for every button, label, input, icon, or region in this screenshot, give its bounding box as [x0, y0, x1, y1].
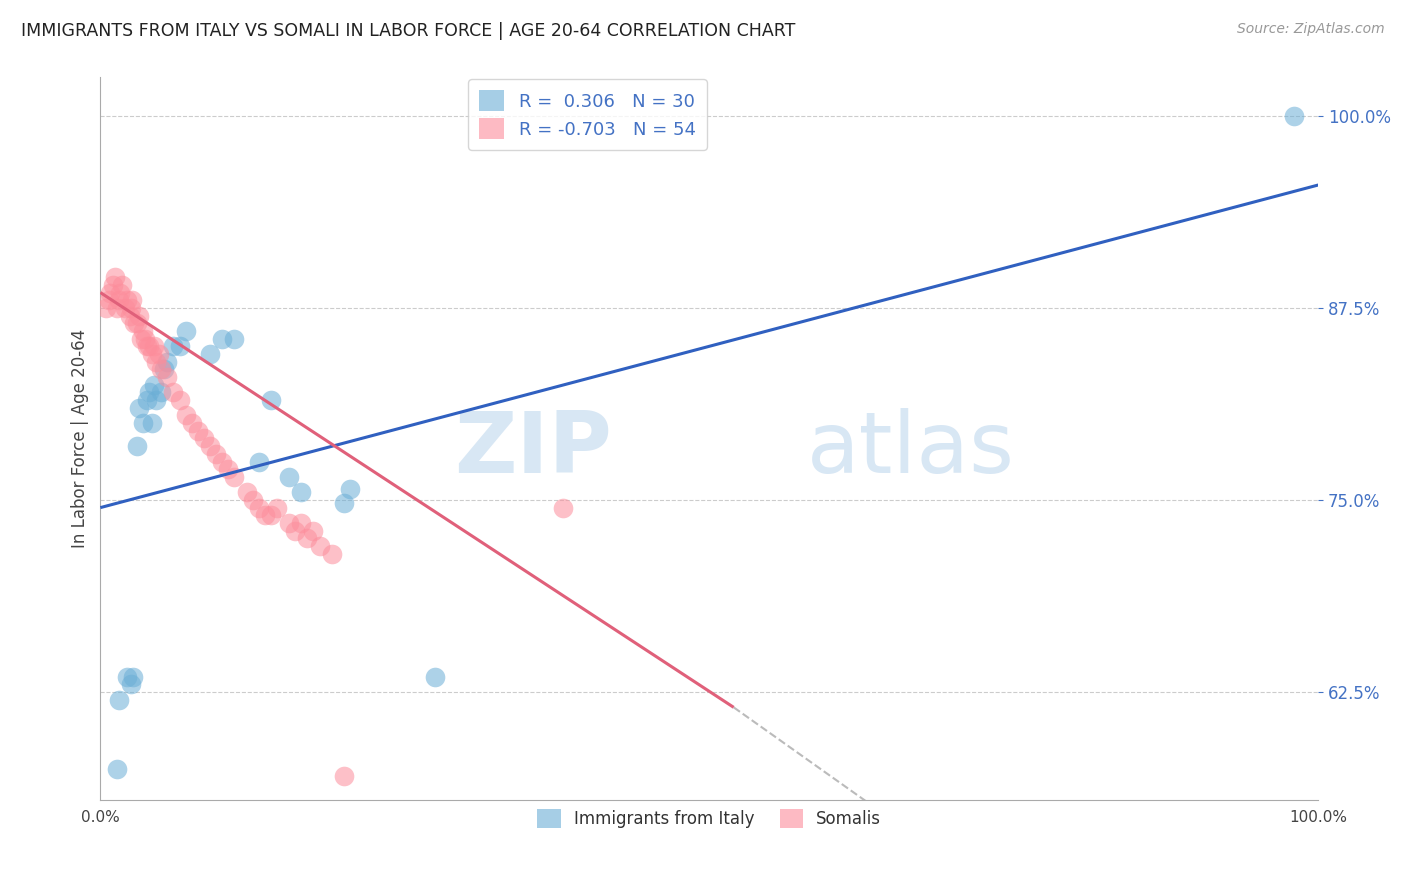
Point	[118, 309, 141, 323]
Point	[187, 424, 209, 438]
Point	[141, 416, 163, 430]
Point	[125, 439, 148, 453]
Point	[297, 532, 319, 546]
Point	[278, 516, 301, 530]
Point	[425, 670, 447, 684]
Point	[553, 500, 575, 515]
Legend: Immigrants from Italy, Somalis: Immigrants from Italy, Somalis	[530, 802, 889, 835]
Point	[260, 393, 283, 408]
Point	[148, 347, 170, 361]
Point	[115, 293, 138, 308]
Point	[321, 547, 343, 561]
Point	[162, 339, 184, 353]
Point	[122, 670, 145, 684]
Point	[162, 385, 184, 400]
Point	[129, 332, 152, 346]
Point	[132, 416, 155, 430]
Point	[156, 354, 179, 368]
Point	[211, 454, 233, 468]
Point	[152, 362, 174, 376]
Point	[135, 393, 157, 408]
Point	[290, 485, 312, 500]
Point	[266, 500, 288, 515]
Text: Source: ZipAtlas.com: Source: ZipAtlas.com	[1237, 22, 1385, 37]
Point	[120, 301, 142, 315]
Point	[180, 416, 202, 430]
Point	[150, 362, 173, 376]
Point	[141, 347, 163, 361]
Point	[104, 270, 127, 285]
Point	[145, 393, 167, 408]
Point	[128, 309, 150, 323]
Y-axis label: In Labor Force | Age 20-64: In Labor Force | Age 20-64	[72, 329, 89, 548]
Text: IMMIGRANTS FROM ITALY VS SOMALI IN LABOR FORCE | AGE 20-64 CORRELATION CHART: IMMIGRANTS FROM ITALY VS SOMALI IN LABOR…	[21, 22, 796, 40]
Point	[107, 762, 129, 776]
Point	[247, 500, 270, 515]
Text: ZIP: ZIP	[454, 408, 612, 491]
Point	[169, 339, 191, 353]
Point	[135, 339, 157, 353]
Point	[138, 339, 160, 353]
Text: atlas: atlas	[807, 408, 1015, 491]
Point	[308, 539, 330, 553]
Point	[121, 293, 143, 308]
Point	[169, 393, 191, 408]
Point	[260, 508, 283, 523]
Point	[278, 470, 301, 484]
Point	[115, 670, 138, 684]
Point	[247, 454, 270, 468]
Point	[128, 401, 150, 415]
Point	[290, 516, 312, 530]
Point	[145, 354, 167, 368]
Point	[142, 377, 165, 392]
Point	[120, 677, 142, 691]
Point	[302, 524, 325, 538]
Point	[98, 285, 121, 300]
Point	[193, 432, 215, 446]
Point	[96, 301, 118, 315]
Point	[97, 293, 120, 308]
Point	[198, 347, 221, 361]
Point	[114, 301, 136, 315]
Point	[111, 277, 134, 292]
Point	[132, 324, 155, 338]
Point	[333, 769, 356, 783]
Point	[124, 316, 146, 330]
Point	[107, 692, 129, 706]
Point	[198, 439, 221, 453]
Point	[138, 385, 160, 400]
Point	[224, 470, 246, 484]
Point	[134, 332, 156, 346]
Point	[107, 301, 129, 315]
Point	[125, 316, 148, 330]
Point	[339, 482, 361, 496]
Point	[284, 524, 307, 538]
Point	[217, 462, 239, 476]
Point	[108, 285, 131, 300]
Point	[101, 277, 124, 292]
Point	[211, 332, 233, 346]
Point	[253, 508, 276, 523]
Point	[333, 496, 356, 510]
Point	[1282, 109, 1305, 123]
Point	[205, 447, 228, 461]
Point	[242, 492, 264, 507]
Point	[224, 332, 246, 346]
Point	[174, 409, 197, 423]
Point	[107, 293, 129, 308]
Point	[156, 370, 179, 384]
Point	[235, 485, 257, 500]
Point	[142, 339, 165, 353]
Point	[174, 324, 197, 338]
Point	[150, 385, 173, 400]
